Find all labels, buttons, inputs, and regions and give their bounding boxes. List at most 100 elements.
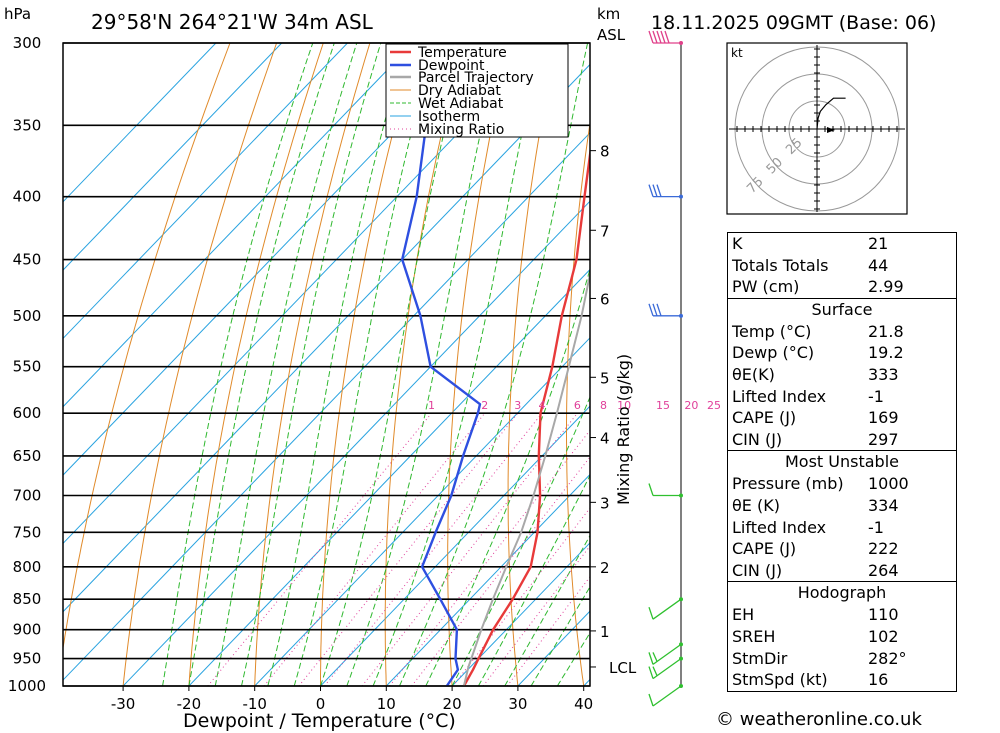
index-row: Dewp (°C) 19.2 xyxy=(732,343,904,363)
index-value: 44 xyxy=(868,255,889,275)
dry-adiabat-line xyxy=(507,43,557,686)
legend-label: Parcel Trajectory xyxy=(418,70,534,86)
index-row: StmSpd (kt) 16 xyxy=(732,670,889,690)
dry-adiabat-line xyxy=(122,43,278,686)
isotherm-line xyxy=(320,405,590,686)
index-row: θE(K) 333 xyxy=(732,364,899,384)
index-row: Lifted Index -1 xyxy=(732,386,884,406)
index-label: K xyxy=(732,234,743,253)
wind-barb-flag xyxy=(648,652,654,665)
wet-adiabat-line xyxy=(241,43,382,686)
p-tick-label: 900 xyxy=(13,621,42,639)
p-tick-label: 1000 xyxy=(8,677,46,695)
p-tick-label: 350 xyxy=(13,116,42,134)
hpa-unit-label: hPa xyxy=(4,5,31,23)
isotherm-line xyxy=(63,132,590,681)
km-tick-label: 1 xyxy=(600,623,610,641)
mixing-ratio-label: 3 xyxy=(514,399,521,412)
legend: Temperature Dewpoint Parcel Trajectory D… xyxy=(385,43,569,138)
wet-adiabat-line xyxy=(530,585,590,686)
mixing-ratio-label: 8 xyxy=(600,399,607,412)
legend-label: Wet Adiabat xyxy=(418,96,504,112)
datetime-title: 18.11.2025 09GMT (Base: 06) xyxy=(651,12,936,34)
mixing-ratio-label: 20 xyxy=(684,399,698,412)
wind-barb-flag xyxy=(656,30,662,44)
isotherm-line xyxy=(63,43,414,408)
p-tick-label: 750 xyxy=(13,523,42,541)
p-tick-label: 800 xyxy=(13,558,42,576)
isotherm-line xyxy=(385,473,590,686)
index-row: EH 110 xyxy=(732,605,899,625)
wind-barbs xyxy=(648,30,683,707)
section-title: Surface xyxy=(728,297,956,321)
wet-adiabat-line xyxy=(162,43,314,686)
indices-table: K 21 Totals Totals 44 PW (cm) 2.99 Surface … xyxy=(727,232,957,692)
x-tick-label: -10 xyxy=(242,695,267,713)
index-row: K 21 xyxy=(728,233,956,255)
isotherm-line xyxy=(63,43,546,545)
wet-adiabat-line xyxy=(346,43,502,686)
p-tick-label: 400 xyxy=(13,188,42,206)
mixing-ratio-line xyxy=(389,429,590,686)
wind-barb-flag xyxy=(648,483,654,496)
dry-adiabat-line xyxy=(566,119,590,686)
index-label: Totals Totals xyxy=(732,255,829,275)
section-title: Hodograph xyxy=(728,581,956,604)
index-row: θE (K) 334 xyxy=(732,495,899,515)
storm-motion-arrow xyxy=(827,127,835,133)
series-line-parcel-trajectory xyxy=(462,269,590,686)
isotherm-line xyxy=(254,337,590,686)
mixing-ratio-label: 10 xyxy=(617,399,631,412)
hodograph-unit: kt xyxy=(731,46,743,60)
mixing-ratio-line xyxy=(411,456,590,686)
mixing-ratio-line xyxy=(324,412,543,686)
mixing-ratio-line xyxy=(263,412,486,686)
wind-barb-shaft xyxy=(652,685,682,707)
legend-label: Isotherm xyxy=(418,109,480,125)
x-tick-label: 0 xyxy=(316,695,326,713)
mixing-ratio-label: 4 xyxy=(539,399,546,412)
index-row: CAPE (J) 222 xyxy=(732,539,899,559)
km-tick-label: 2 xyxy=(600,559,610,577)
km-tick-label: 3 xyxy=(600,494,610,512)
isotherm-line xyxy=(451,542,590,686)
mixing-ratio-line xyxy=(207,412,432,686)
plot-frame xyxy=(62,42,591,687)
dry-adiabat-line xyxy=(976,43,1000,686)
km-tick-label: 7 xyxy=(600,222,610,240)
footer-credit[interactable]: © weatheronline.co.uk xyxy=(716,709,922,730)
dry-adiabat-line xyxy=(254,43,371,686)
section-title: Most Unstable xyxy=(728,450,956,473)
mixing-ratio-line xyxy=(452,507,590,686)
index-row: SREH 102 xyxy=(732,626,899,646)
wind-barb-flag xyxy=(648,666,654,679)
isotherm-line xyxy=(63,43,217,203)
wind-barb-flag xyxy=(648,303,654,317)
wind-barb-shaft xyxy=(652,658,682,680)
p-tick-label: 650 xyxy=(13,447,42,465)
wind-barb-flag xyxy=(648,184,654,197)
mixing-ratio-label: 2 xyxy=(481,399,488,412)
x-tick-label: -20 xyxy=(177,695,202,713)
km-tick-label: 5 xyxy=(600,369,610,387)
wind-barb-flag xyxy=(648,30,654,44)
mixing-ratio-label: 25 xyxy=(707,399,721,412)
wet-adiabat-line xyxy=(425,267,590,686)
p-tick-label: 850 xyxy=(13,590,42,608)
series-line-dewpoint xyxy=(401,43,566,686)
wet-adiabat-line xyxy=(504,534,590,686)
dry-adiabat-line xyxy=(678,43,715,686)
legend-label: Temperature xyxy=(417,45,507,61)
axes: -30 -20 -10 0 10 20 30 40 8 7 6 5 4 3 2 1 LCL 1 2 3 4 6 8 10 15 2… xyxy=(111,143,721,713)
isotherm-line xyxy=(63,43,480,476)
index-row: Lifted Index -1 xyxy=(732,517,884,537)
dry-adiabat-line xyxy=(320,43,418,686)
p-tick-label: 950 xyxy=(13,650,42,668)
wind-barb-flag xyxy=(652,30,658,44)
p-tick-label: 300 xyxy=(13,34,42,52)
wind-barb-flag xyxy=(648,606,654,620)
wind-barb-flag xyxy=(648,693,654,707)
mixing-ratio-label: 15 xyxy=(656,399,670,412)
lcl-label: LCL xyxy=(609,659,637,677)
